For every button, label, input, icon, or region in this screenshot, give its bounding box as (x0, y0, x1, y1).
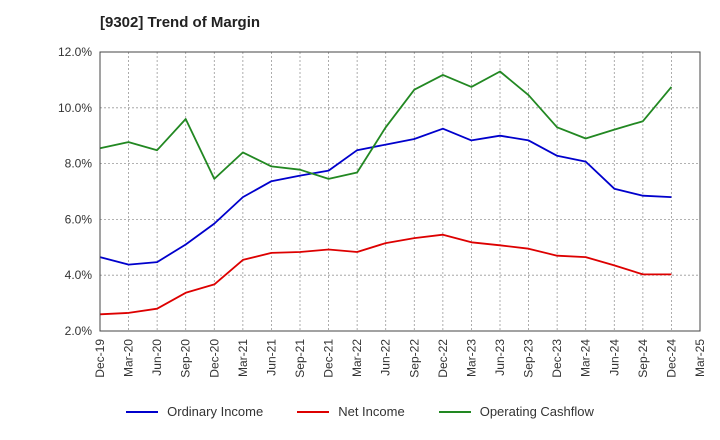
legend-label: Operating Cashflow (479, 404, 594, 419)
x-tick-label: Sep-22 (407, 339, 421, 378)
x-tick-label: Mar-21 (236, 339, 250, 377)
x-tick-label: Dec-23 (550, 339, 564, 378)
y-tick-label: 2.0% (65, 324, 93, 338)
x-tick-label: Dec-24 (664, 339, 678, 378)
x-tick-label: Jun-24 (607, 339, 621, 376)
legend-swatch (297, 410, 330, 413)
legend-item-ordinary-income: Ordinary Income (126, 404, 263, 419)
plot-frame (99, 51, 701, 332)
x-tick-label: Sep-20 (179, 339, 193, 378)
x-tick-label: Jun-21 (264, 339, 278, 376)
legend-item-net-income: Net Income (297, 404, 405, 419)
y-tick-labels: 2.0% 4.0% 6.0% 8.0% 10.0% 12.0% (58, 45, 92, 338)
legend-label: Net Income (338, 404, 405, 419)
y-tick-label: 6.0% (65, 212, 93, 226)
x-tick-label: Sep-21 (293, 339, 307, 378)
x-tick-label: Mar-23 (464, 339, 478, 377)
y-tick-label: 12.0% (58, 45, 92, 59)
legend-swatch (438, 410, 471, 413)
series-line-net-income (99, 233, 672, 316)
y-tick-label: 4.0% (65, 268, 93, 282)
x-tick-label: Jun-23 (493, 339, 507, 376)
x-tick-label: Mar-24 (579, 339, 593, 377)
x-tick-label: Mar-22 (350, 339, 364, 377)
x-tick-label: Dec-20 (207, 339, 221, 378)
x-tick-labels: Dec-19 Mar-20 Jun-20 Sep-20 Dec-20 Mar-21 Jun-… (93, 339, 707, 378)
series-line-ordinary-income (99, 127, 672, 266)
legend-swatch (126, 410, 159, 413)
series-line-operating-cashflow (99, 70, 673, 180)
x-tick-label: Sep-23 (522, 339, 536, 378)
x-tick-label: Dec-22 (436, 339, 450, 378)
x-tick-label: Mar-20 (122, 339, 136, 377)
x-tick-label: Jun-22 (379, 339, 393, 376)
y-tick-label: 10.0% (58, 101, 92, 115)
chart-title: [9302] Trend of Margin (100, 14, 261, 31)
x-tick-label: Dec-19 (93, 339, 107, 378)
x-tick-label: Jun-20 (150, 339, 164, 376)
x-tick-label: Mar-25 (693, 339, 707, 377)
x-tick-label: Dec-21 (322, 339, 336, 378)
grid-layer (99, 51, 701, 332)
x-tick-label: Sep-24 (636, 339, 650, 378)
legend-item-operating-cashflow: Operating Cashflow (438, 404, 594, 419)
series-layer (99, 70, 673, 316)
legend: Ordinary Income Net Income Operating Cashf… (0, 404, 720, 419)
y-tick-label: 8.0% (65, 157, 93, 171)
legend-label: Ordinary Income (167, 404, 264, 419)
